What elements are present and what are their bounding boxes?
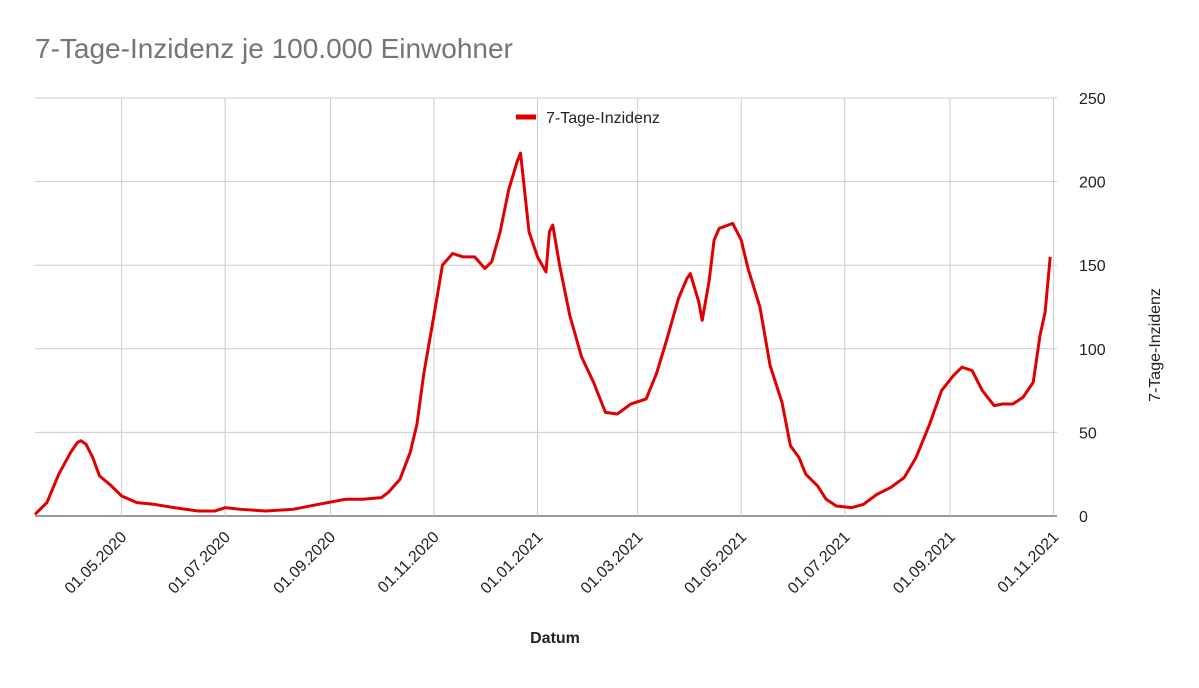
y-axis-label: 7-Tage-Inzidenz (1147, 288, 1164, 402)
line (33, 151, 1052, 516)
x-tick-label: 01.05.2021 (681, 529, 750, 598)
y-tick-label: 0 (1079, 509, 1088, 526)
x-tick-label: 01.05.2020 (62, 529, 131, 598)
x-tick-label: 01.11.2021 (995, 529, 1063, 597)
chart-title: 7-Tage-Inzidenz je 100.000 Einwohner (35, 33, 513, 64)
x-tick-label: 01.03.2021 (578, 529, 647, 598)
x-tick-label: 01.07.2021 (785, 529, 854, 598)
y-tick-label: 200 (1079, 175, 1106, 192)
x-tick-label: 01.09.2021 (890, 529, 959, 598)
y-tick-label: 50 (1079, 425, 1097, 442)
x-tick-label: 01.11.2020 (375, 529, 443, 597)
x-tick-label: 01.01.2021 (478, 529, 547, 598)
x-axis-label: Datum (530, 630, 580, 647)
x-tick-label: 01.07.2020 (165, 529, 234, 598)
legend-label: 7-Tage-Inzidenz (546, 110, 660, 127)
y-tick-label: 100 (1079, 342, 1106, 359)
y-tick-label: 150 (1079, 258, 1106, 275)
x-tick-label: 01.09.2020 (271, 529, 340, 598)
y-tick-label: 250 (1079, 91, 1106, 108)
